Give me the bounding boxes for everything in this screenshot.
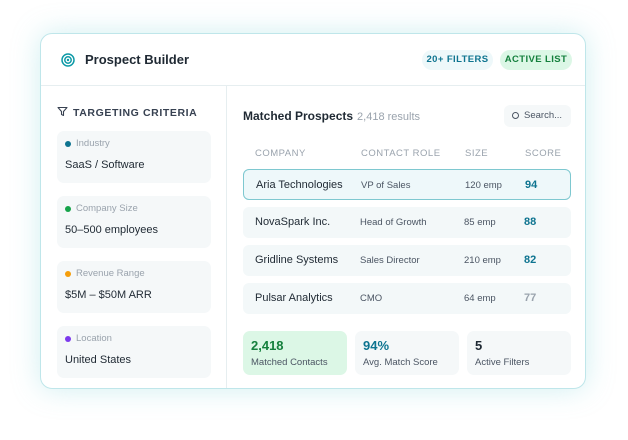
cell: 88 bbox=[524, 216, 537, 228]
stat-label: Avg. Match Score bbox=[363, 357, 438, 368]
cell: Sales Director bbox=[360, 255, 420, 266]
cell: 85 emp bbox=[464, 217, 496, 228]
section-title: TARGETING CRITERIA bbox=[73, 107, 198, 119]
criterion-label: Location bbox=[76, 333, 112, 344]
cell: 210 emp bbox=[464, 255, 501, 266]
cell: 77 bbox=[524, 292, 537, 304]
criterion-value: United States bbox=[65, 354, 132, 366]
stat-label: Active Filters bbox=[475, 357, 530, 368]
criterion-card[interactable]: Company Size 50–500 employees bbox=[57, 196, 211, 248]
column-header: CONTACT ROLE bbox=[361, 148, 441, 159]
criterion-value: $5M – $50M ARR bbox=[65, 289, 152, 301]
stat-label: Matched Contacts bbox=[251, 357, 328, 368]
cell: Gridline Systems bbox=[255, 254, 339, 266]
cell: 64 emp bbox=[464, 293, 496, 304]
search-box[interactable]: Search... bbox=[504, 105, 571, 127]
search-placeholder: Search... bbox=[524, 110, 563, 121]
title: Prospect Builder bbox=[85, 52, 190, 67]
stat-card: 5 Active Filters bbox=[467, 331, 571, 375]
prospect-row[interactable]: Gridline Systems Sales Director 210 emp 82 bbox=[243, 245, 571, 276]
dot bbox=[65, 336, 71, 342]
criterion-label: Revenue Range bbox=[76, 268, 145, 279]
stat-value: 94% bbox=[363, 338, 390, 353]
criterion-card[interactable]: Industry SaaS / Software bbox=[57, 131, 211, 183]
search-icon bbox=[512, 112, 519, 119]
criterion-label: Company Size bbox=[76, 203, 138, 214]
stat-card: 94% Avg. Match Score bbox=[355, 331, 459, 375]
prospect-row[interactable]: NovaSpark Inc. Head of Growth 85 emp 88 bbox=[243, 207, 571, 238]
header: Prospect Builder 20+ FILTERS ACTIVE LIST bbox=[41, 34, 585, 86]
badge[interactable]: 20+ FILTERS bbox=[422, 50, 493, 70]
criteria-panel: TARGETING CRITERIA Industry SaaS / Softwa… bbox=[41, 86, 227, 388]
cell: 82 bbox=[524, 254, 537, 266]
stat-value: 5 bbox=[475, 338, 483, 353]
criterion-value: SaaS / Software bbox=[65, 159, 145, 171]
dot bbox=[65, 206, 71, 212]
stat-card: 2,418 Matched Contacts bbox=[243, 331, 347, 375]
cell: Pulsar Analytics bbox=[255, 292, 333, 304]
cell: 120 emp bbox=[465, 180, 502, 191]
column-header: COMPANY bbox=[255, 148, 306, 159]
column-header: SCORE bbox=[525, 148, 562, 159]
dot bbox=[65, 271, 71, 277]
cell: CMO bbox=[360, 293, 383, 304]
title-text: Matched Prospects bbox=[243, 109, 354, 123]
filter-icon bbox=[57, 106, 68, 117]
criterion-card[interactable]: Location United States bbox=[57, 326, 211, 378]
section-title: Matched Prospects 2,418 results bbox=[243, 109, 420, 123]
cell: NovaSpark Inc. bbox=[255, 216, 331, 228]
prospect-row[interactable]: Aria Technologies VP of Sales 120 emp 94 bbox=[243, 169, 571, 200]
cell: VP of Sales bbox=[361, 180, 411, 191]
card: Prospect Builder 20+ FILTERS ACTIVE LIST… bbox=[40, 33, 586, 389]
cell: Aria Technologies bbox=[256, 179, 343, 191]
badge[interactable]: ACTIVE LIST bbox=[500, 50, 572, 70]
criterion-label: Industry bbox=[76, 138, 110, 149]
logo bbox=[61, 53, 75, 67]
column-header: SIZE bbox=[465, 148, 489, 159]
stat-value: 2,418 bbox=[251, 338, 284, 353]
criterion-value: 50–500 employees bbox=[65, 224, 158, 236]
prospect-row[interactable]: Pulsar Analytics CMO 64 emp 77 bbox=[243, 283, 571, 314]
dot bbox=[65, 141, 71, 147]
criterion-card[interactable]: Revenue Range $5M – $50M ARR bbox=[57, 261, 211, 313]
result-count: 2,418 results bbox=[357, 111, 421, 123]
cell: Head of Growth bbox=[360, 217, 427, 228]
cell: 94 bbox=[525, 179, 538, 191]
